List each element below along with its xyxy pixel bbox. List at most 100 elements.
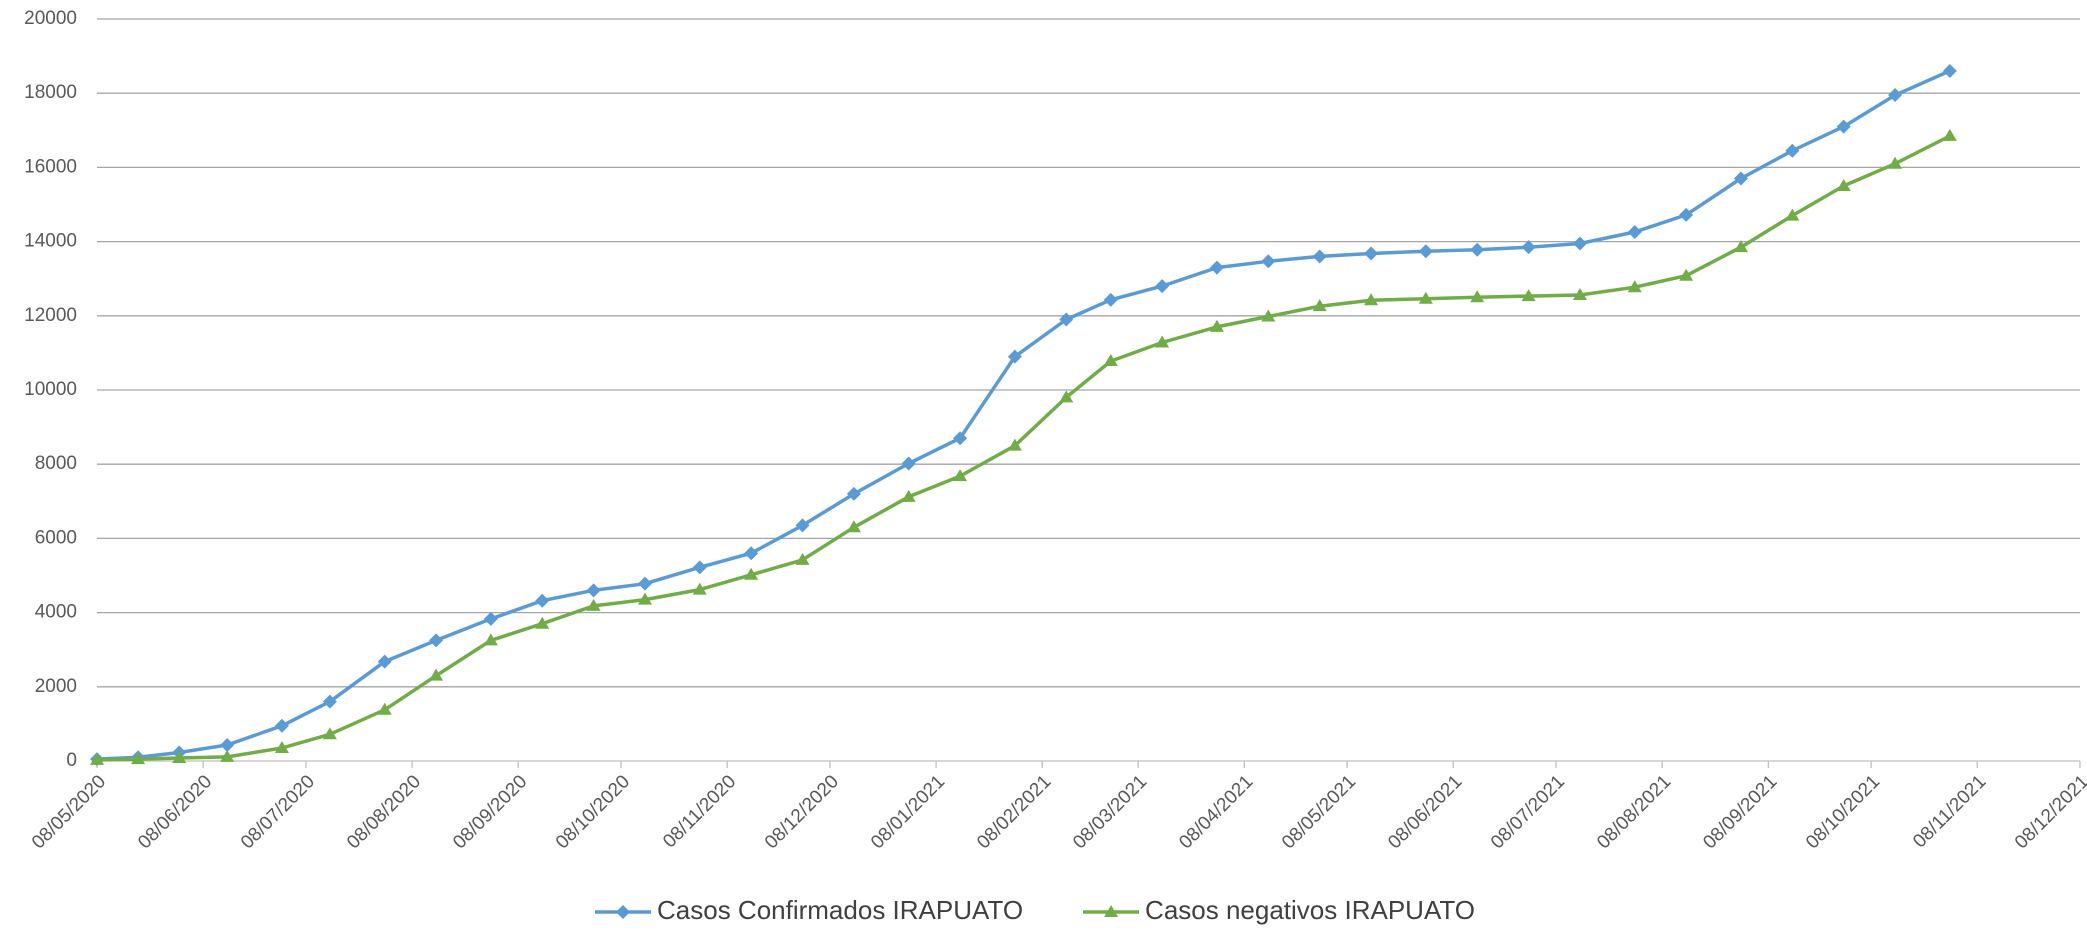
marker	[1572, 236, 1587, 251]
series-line	[96, 69, 1951, 761]
y-tick-label: 8000	[35, 453, 77, 474]
marker	[1733, 171, 1748, 186]
legend-label: Casos Confirmados IRAPUATO	[657, 895, 1023, 925]
marker	[131, 752, 146, 765]
x-tick-label: 08/12/2020	[761, 771, 843, 853]
marker	[692, 582, 707, 595]
marker	[1155, 279, 1170, 294]
marker	[322, 727, 337, 740]
marker	[1209, 319, 1224, 332]
marker	[1836, 119, 1851, 134]
x-tick-label: 08/03/2021	[1069, 771, 1151, 853]
marker	[1418, 244, 1433, 259]
y-tick-label: 4000	[35, 602, 77, 623]
marker	[1312, 299, 1327, 312]
marker	[535, 616, 550, 629]
marker	[220, 749, 235, 762]
x-tick-label: 08/09/2021	[1699, 771, 1781, 853]
x-tick-label: 08/09/2020	[449, 771, 531, 853]
marker	[744, 567, 759, 580]
x-tick-label: 08/12/2021	[2011, 771, 2087, 853]
marker	[953, 431, 968, 446]
y-tick-label: 20000	[24, 8, 77, 29]
marker	[1059, 390, 1074, 403]
marker	[1209, 260, 1224, 275]
marker	[637, 576, 652, 591]
marker	[846, 520, 861, 533]
marker	[1785, 143, 1800, 158]
marker	[172, 751, 187, 764]
marker	[901, 489, 916, 502]
marker	[616, 905, 630, 919]
x-tick-label: 08/01/2021	[867, 771, 949, 853]
series-line	[96, 134, 1951, 762]
marker	[1059, 312, 1074, 327]
marker	[1888, 88, 1903, 103]
marker	[1627, 280, 1642, 293]
x-tick-label: 08/08/2020	[343, 771, 425, 853]
marker	[1942, 63, 1957, 78]
marker	[586, 583, 601, 598]
marker	[586, 598, 601, 611]
y-tick-label: 16000	[24, 156, 77, 177]
y-tick-label: 2000	[35, 676, 77, 697]
marker	[1888, 156, 1903, 169]
marker	[744, 546, 759, 561]
marker	[795, 518, 810, 533]
y-tick-label: 6000	[35, 527, 77, 548]
marker	[1261, 309, 1276, 322]
marker	[377, 654, 392, 669]
marker	[692, 560, 707, 575]
x-tick-label: 08/11/2020	[659, 771, 740, 852]
y-tick-label: 0	[66, 750, 77, 771]
marker	[1103, 354, 1118, 367]
marker	[1007, 349, 1022, 364]
marker	[1836, 178, 1851, 191]
marker	[1470, 242, 1485, 257]
y-tick-label: 10000	[24, 379, 77, 400]
marker	[377, 702, 392, 715]
marker	[795, 552, 810, 565]
x-tick-label: 08/05/2020	[28, 771, 110, 853]
x-tick-label: 08/04/2021	[1175, 771, 1257, 853]
marker	[1364, 246, 1379, 261]
marker	[1521, 240, 1536, 255]
marker	[1155, 335, 1170, 348]
x-tick-label: 08/06/2020	[134, 771, 216, 853]
x-tick-label: 08/07/2021	[1487, 771, 1569, 853]
y-tick-label: 18000	[24, 82, 77, 103]
marker	[846, 486, 861, 501]
x-tick-label: 08/10/2021	[1802, 771, 1884, 853]
x-tick-label: 08/10/2020	[552, 771, 634, 853]
marker	[1312, 249, 1327, 264]
marker	[483, 611, 498, 626]
y-tick-label: 14000	[24, 231, 77, 252]
marker	[1572, 288, 1587, 301]
y-tick-label: 12000	[24, 305, 77, 326]
marker	[1521, 289, 1536, 302]
marker	[90, 752, 104, 765]
marker	[1785, 208, 1800, 221]
marker	[901, 456, 916, 471]
marker	[1007, 438, 1022, 451]
x-tick-label: 08/06/2021	[1384, 771, 1466, 853]
marker	[220, 738, 235, 753]
marker	[429, 668, 444, 681]
marker	[274, 718, 289, 733]
marker	[1418, 291, 1433, 304]
marker	[1364, 293, 1379, 306]
marker	[953, 469, 968, 482]
marker	[1679, 268, 1694, 281]
x-tick-label: 08/08/2021	[1593, 771, 1675, 853]
marker	[1470, 290, 1485, 303]
marker	[483, 633, 498, 646]
marker	[1679, 207, 1694, 222]
x-tick-label: 08/05/2021	[1278, 771, 1360, 853]
marker	[1261, 254, 1276, 269]
marker	[637, 592, 652, 605]
marker	[429, 633, 444, 648]
marker	[1733, 240, 1748, 253]
marker	[1103, 292, 1118, 307]
x-tick-label: 08/07/2020	[237, 771, 319, 853]
